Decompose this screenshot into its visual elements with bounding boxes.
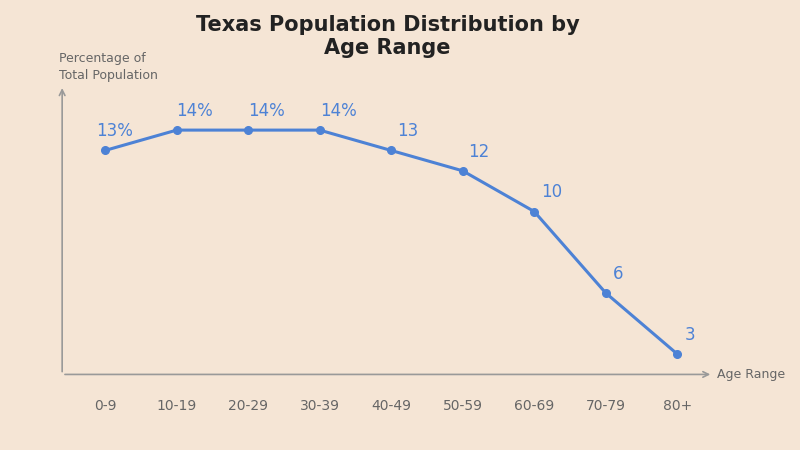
Text: Percentage of
Total Population: Percentage of Total Population <box>58 52 158 82</box>
Text: 14%: 14% <box>248 102 285 120</box>
Text: 13: 13 <box>397 122 418 140</box>
Text: 12: 12 <box>469 143 490 161</box>
Text: 6: 6 <box>613 265 623 283</box>
Text: 3: 3 <box>685 326 695 344</box>
Text: 14%: 14% <box>320 102 357 120</box>
Text: 10: 10 <box>542 183 562 201</box>
Text: Age Range: Age Range <box>717 368 785 381</box>
Text: 13%: 13% <box>97 122 134 140</box>
Title: Texas Population Distribution by
Age Range: Texas Population Distribution by Age Ran… <box>196 15 579 58</box>
Text: 14%: 14% <box>177 102 214 120</box>
